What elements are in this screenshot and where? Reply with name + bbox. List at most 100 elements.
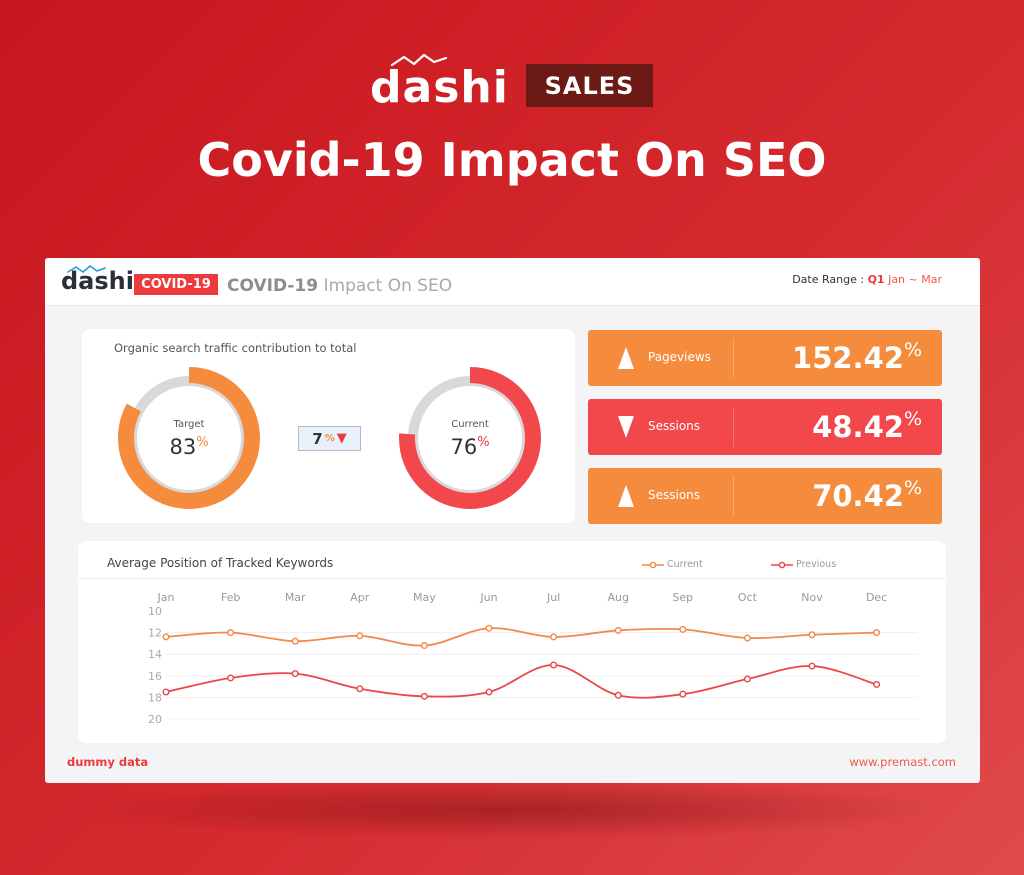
x-tick-label: May [413, 591, 436, 604]
chart-title: Average Position of Tracked Keywords [107, 556, 334, 570]
data-point [873, 680, 881, 688]
data-point [356, 632, 364, 640]
y-tick-label: 16 [148, 670, 162, 683]
data-point [679, 625, 687, 633]
date-range-quarter: Q1 [867, 273, 885, 286]
keyword-position-panel: 10 12 14 16 18 20 Jan Feb Mar Apr May Jun Jul Aug Sep O… [78, 541, 946, 743]
kpi-divider [733, 407, 734, 447]
x-tick-label: Aug [607, 591, 628, 604]
organic-traffic-panel: Organic search traffic contribution to t… [82, 329, 575, 523]
target-donut-value: 83 [169, 435, 197, 459]
kpi-card-sessions[interactable]: Sessions 48.42% [588, 399, 942, 455]
current-donut-label: Current [451, 419, 489, 430]
x-tick-label: Apr [350, 591, 370, 604]
data-point [550, 661, 558, 669]
y-tick-label: 20 [148, 713, 162, 726]
organic-traffic-title: Organic search traffic contribution to t… [114, 341, 357, 355]
kpi-card-sessions-2[interactable]: Sessions 70.42% [588, 468, 942, 524]
dashboard-header: dashi COVID-19 COVID-19 Impact On SEO Da… [45, 258, 980, 306]
kpi-label: Sessions [648, 419, 701, 433]
data-point [614, 691, 622, 699]
target-donut-arc [118, 367, 260, 509]
legend-current[interactable]: Current [642, 559, 703, 570]
y-tick-label: 18 [148, 691, 162, 704]
kpi-value-row: 152.42% [792, 338, 922, 378]
date-range-label: Date Range : [792, 273, 868, 286]
data-point [291, 637, 299, 645]
kpi-divider [733, 338, 734, 378]
hero-title: Covid-19 Impact On SEO [197, 133, 827, 187]
footer-note: dummy data [67, 755, 149, 769]
dashboard-title: COVID-19 Impact On SEO [227, 276, 452, 296]
x-tick-label: Dec [866, 591, 887, 604]
dashboard-title-rest: Impact On SEO [318, 276, 453, 296]
difference-value: 7 [312, 429, 323, 448]
hero-badge: SALES [526, 64, 653, 107]
kpi-label: Sessions [648, 488, 701, 502]
data-point [679, 690, 687, 698]
kpi-value: 70.42 [812, 479, 904, 513]
up-triangle-icon [618, 347, 634, 369]
logo-wave-icon [390, 53, 448, 67]
data-point [808, 631, 816, 639]
data-point [743, 675, 751, 683]
hero-logo: dashi [370, 52, 509, 112]
legend-line-icon [642, 561, 664, 568]
data-point [162, 688, 170, 696]
current-donut-ring [399, 367, 541, 509]
kpi-unit: % [903, 477, 922, 499]
kpi-unit: % [903, 408, 922, 430]
panel-divider [78, 578, 946, 579]
data-point [420, 642, 428, 650]
card-shadow [70, 780, 950, 840]
series-line-current [165, 627, 877, 647]
difference-unit: % [324, 433, 335, 444]
x-tick-label: Jan [157, 591, 175, 604]
current-donut-value-row: 76% [399, 435, 541, 459]
current-donut: Current 76% [399, 367, 541, 509]
footer-link[interactable]: www.premast.com [849, 755, 956, 769]
legend-label: Current [667, 559, 703, 570]
kpi-value-row: 48.42% [812, 407, 922, 447]
data-point [420, 692, 428, 700]
series-line-previous [165, 664, 877, 699]
kpi-value-row: 70.42% [812, 476, 922, 516]
up-triangle-icon [618, 485, 634, 507]
kpi-card-pageviews[interactable]: Pageviews 152.42% [588, 330, 942, 386]
x-tick-label: Jun [479, 591, 497, 604]
data-point [356, 685, 364, 693]
difference-badge: 7% ▼ [298, 426, 361, 451]
logo-wave-icon [67, 265, 106, 273]
x-tick-label: Feb [221, 591, 240, 604]
current-donut-arc [399, 367, 541, 509]
header-logo: dashi [61, 265, 134, 296]
date-range-months: Jan ~ Mar [884, 273, 942, 286]
x-tick-label: Sep [672, 591, 693, 604]
data-point [614, 626, 622, 634]
kpi-label: Pageviews [648, 350, 711, 364]
kpi-value: 152.42 [792, 341, 904, 375]
down-arrow-icon: ▼ [336, 431, 347, 446]
y-tick-label: 14 [148, 648, 162, 661]
y-tick-label: 12 [148, 627, 162, 640]
kpi-value: 48.42 [812, 410, 904, 444]
keyword-position-chart: 10 12 14 16 18 20 Jan Feb Mar Apr May Jun Jul Aug Sep O… [148, 591, 918, 726]
data-point [873, 629, 881, 637]
target-donut-label: Target [173, 419, 205, 430]
data-point [808, 662, 816, 670]
x-tick-label: Jul [546, 591, 560, 604]
date-range[interactable]: Date Range : Q1 Jan ~ Mar [792, 273, 942, 286]
legend-previous[interactable]: Previous [771, 559, 836, 570]
down-triangle-icon [618, 416, 634, 438]
data-point [550, 633, 558, 641]
data-point [485, 624, 493, 632]
current-donut-value: 76 [450, 435, 478, 459]
target-donut-ring [118, 367, 260, 509]
x-tick-label: Mar [285, 591, 306, 604]
dashboard-card: dashi COVID-19 COVID-19 Impact On SEO Da… [45, 258, 980, 783]
data-point [485, 688, 493, 696]
data-point [227, 629, 235, 637]
target-donut: Target 83% [118, 367, 260, 509]
data-point [291, 670, 299, 678]
target-donut-unit: % [196, 435, 209, 450]
